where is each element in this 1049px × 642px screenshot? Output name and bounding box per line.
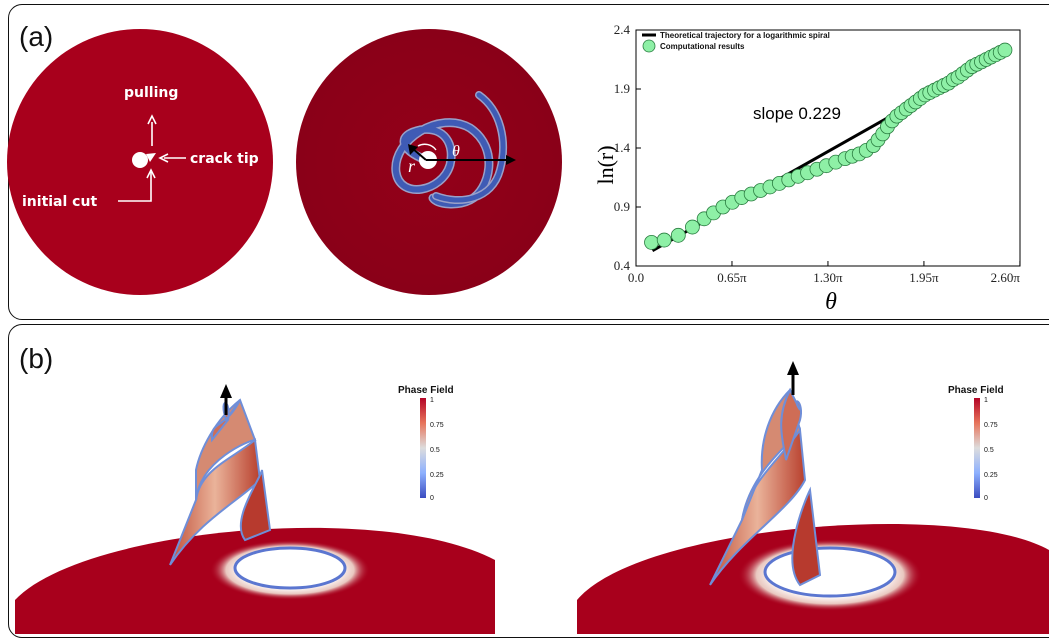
r-symbol: r xyxy=(408,156,416,176)
right-cb-tick-075: 0.75 xyxy=(984,422,998,429)
panel-a-label: (a) xyxy=(19,21,54,52)
render-right-arrow-head xyxy=(787,361,799,375)
right-cb-tick-025: 0.25 xyxy=(984,472,998,479)
initial-cut-label: initial cut xyxy=(22,194,97,210)
render-left-ribbon-4 xyxy=(239,469,272,542)
crack-tip-shape xyxy=(146,153,156,162)
legend-computational-label: Computational results xyxy=(660,42,745,51)
y-tick-label: 0.4 xyxy=(614,258,631,273)
pulling-arrow-head xyxy=(147,114,157,125)
left-cb-tick-025: 0.25 xyxy=(430,472,444,479)
theta-symbol: θ xyxy=(452,143,460,160)
y-axis-label: ln(r) xyxy=(593,145,618,184)
render-right-ribbon-3 xyxy=(780,387,803,461)
render-right: Phase Field 1 0.75 0.5 0.25 0 xyxy=(577,361,1049,634)
left-colorbar-title: Phase Field xyxy=(398,385,454,396)
right-cb-tick-05: 0.5 xyxy=(984,447,994,454)
r-arrow-head xyxy=(408,144,418,155)
computational-points xyxy=(644,42,1013,250)
legend-theory-label: Theoretical trajectory for a logarithmic… xyxy=(660,31,830,40)
chart-ticks: 0.4 0.9 1.4 1.9 2.4 0.0 0.65π 1.30π 1.95π 2.60π xyxy=(614,22,1021,285)
left-cb-tick-0: 0 xyxy=(430,495,434,502)
left-cb-tick-05: 0.5 xyxy=(430,447,440,454)
right-colorbar xyxy=(974,398,980,498)
theta-arc xyxy=(417,143,437,151)
initial-cut-arrow-head xyxy=(146,168,156,179)
right-colorbar-title: Phase Field xyxy=(948,385,1004,396)
render-left-hole xyxy=(233,546,347,590)
slope-annotation: slope 0.229 xyxy=(753,104,841,123)
render-left: Phase Field 1 0.75 0.5 0.25 0 xyxy=(15,384,495,634)
left-colorbar xyxy=(420,398,426,498)
x-tick-label: 0.0 xyxy=(628,270,644,285)
x-tick-label: 1.30π xyxy=(813,270,843,285)
x-tick-label: 2.60π xyxy=(991,270,1021,285)
render-left-arrow-head xyxy=(220,384,232,398)
initial-cut-arrow xyxy=(118,172,152,202)
render-left-ribbon-3 xyxy=(210,399,241,443)
data-point xyxy=(997,42,1013,58)
disk-spiral: r θ xyxy=(296,29,562,295)
y-tick-label: 2.4 xyxy=(614,22,631,37)
spiral-outer xyxy=(433,92,506,203)
x-tick-label: 0.65π xyxy=(717,270,747,285)
data-point xyxy=(656,232,672,248)
right-cb-tick-1: 1 xyxy=(984,397,988,404)
legend-marker-swatch xyxy=(642,39,656,53)
render-right-ribbon-4 xyxy=(791,486,822,587)
data-point xyxy=(670,227,686,243)
x-tick-label: 1.95π xyxy=(909,270,939,285)
crack-tip-arrow-head xyxy=(158,153,169,163)
chart-legend: Theoretical trajectory for a logarithmic… xyxy=(642,31,830,53)
crack-tip-label: crack tip xyxy=(190,151,259,167)
disk-initial: pulling crack tip initial cut xyxy=(7,29,273,295)
left-cb-tick-075: 0.75 xyxy=(430,422,444,429)
render-right-hole xyxy=(763,546,897,598)
pulling-label: pulling xyxy=(124,85,178,101)
y-tick-label: 1.9 xyxy=(614,81,630,96)
data-point xyxy=(685,219,700,235)
initial-hole xyxy=(132,152,148,168)
theta-axis-arrow-head xyxy=(506,155,516,165)
x-axis-label: θ xyxy=(825,289,837,315)
y-tick-label: 1.4 xyxy=(614,140,631,155)
right-cb-tick-0: 0 xyxy=(984,495,988,502)
y-tick-label: 0.9 xyxy=(614,199,630,214)
panel-b-label: (b) xyxy=(19,343,54,374)
left-cb-tick-1: 1 xyxy=(430,397,434,404)
